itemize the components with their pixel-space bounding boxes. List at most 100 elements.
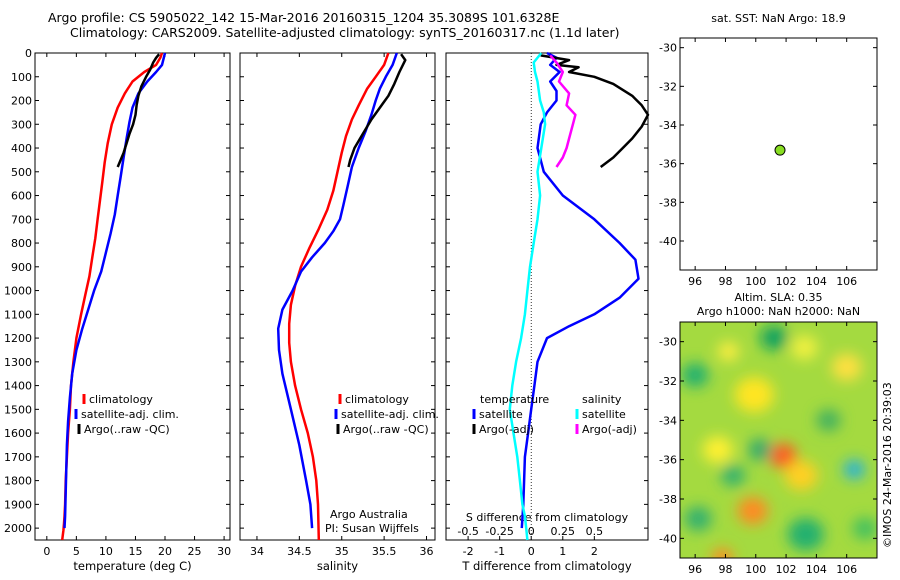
temp-series-sat — [63, 52, 167, 529]
diff-legend-salinity-title: salinity — [582, 393, 622, 406]
temp-xtick-label: 30 — [217, 545, 231, 558]
map2-blobs — [681, 325, 877, 558]
diff-xlabel: T difference from climatology — [461, 559, 632, 573]
temp-axes-frame — [34, 52, 231, 541]
temp-series-argo — [116, 53, 161, 168]
temp-xtick-label: 5 — [73, 545, 80, 558]
depth-tick-label: 300 — [11, 118, 32, 131]
sla-anomaly-blob — [852, 517, 877, 540]
temp-legend-clim: climatology — [89, 393, 153, 406]
diff-series-s_argo — [549, 54, 577, 168]
diff-legend-temperature-title: temperature — [480, 393, 549, 406]
map1-xtick-label: 100 — [745, 275, 766, 288]
diff-legend-s-argo: Argo(-adj) — [582, 423, 637, 436]
depth-tick-label: 1800 — [4, 475, 32, 488]
map2-ytick-label: -38 — [659, 493, 677, 506]
map2-xtick-label: 100 — [745, 563, 766, 576]
depth-tick-label: 2000 — [4, 522, 32, 535]
sal-xtick-label: 35.5 — [372, 545, 397, 558]
sla-anomaly-blob — [843, 459, 865, 480]
map1-xtick-label: 106 — [836, 275, 857, 288]
argo-position-marker — [774, 144, 786, 156]
sal-annotation-institution: Argo Australia — [330, 508, 408, 521]
depth-tick-label: 900 — [11, 261, 32, 274]
depth-tick-label: 400 — [11, 142, 32, 155]
temp-xtick-label: 20 — [158, 545, 172, 558]
sal-series-argo — [347, 53, 407, 168]
temp-xtick-label: 15 — [128, 545, 142, 558]
sal-xlabel: salinity — [317, 559, 358, 573]
sla-anomaly-blob — [711, 548, 734, 558]
temp-legend-sat: satellite-adj. clim. — [81, 408, 179, 421]
sla-anomaly-blob — [684, 506, 712, 531]
sla-map-panel: 96 98 100 102 104 106 -30 -32 -34 -36 -38 -40 Altim.… — [659, 291, 878, 576]
depth-tick-label: 1400 — [4, 380, 32, 393]
depth-tick-label: 200 — [11, 95, 32, 108]
temp-xlabel: temperature (deg C) — [73, 559, 191, 573]
depth-tick-label: 100 — [11, 71, 32, 84]
temperature-panel: 0 5 10 15 20 25 300100200300400500600700800900… — [4, 47, 231, 573]
sla-anomaly-blob — [717, 341, 740, 362]
map2-axes-frame — [679, 321, 878, 559]
diff-s-tick-label: 0.5 — [586, 525, 604, 538]
temp-series-clim — [60, 52, 164, 541]
diff-legend-t-argo: Argo(-adj) — [479, 423, 534, 436]
diff-s-tick-label: 0 — [528, 525, 535, 538]
diff-s-tick-label: 0.25 — [551, 525, 576, 538]
map2-title-line2: Argo h1000: NaN h2000: NaN — [697, 305, 860, 318]
sla-anomaly-blob — [831, 353, 862, 381]
sal-series-sat — [276, 52, 398, 529]
depth-tick-label: 1700 — [4, 451, 32, 464]
depth-tick-label: 1000 — [4, 285, 32, 298]
sal-xtick-label: 36 — [420, 545, 434, 558]
map2-field — [680, 322, 877, 558]
diff-xtick-label: 0 — [528, 545, 535, 558]
map1-xtick-label: 98 — [718, 275, 732, 288]
map2-ytick-label: -32 — [659, 375, 677, 388]
credit-label: ©IMOS 24-Mar-2016 20:39:03 — [881, 382, 894, 548]
map2-ytick-label: -34 — [659, 414, 677, 427]
sal-legend-clim: climatology — [345, 393, 409, 406]
sal-xtick-label: 34.5 — [287, 545, 312, 558]
temp-xtick-label: 0 — [43, 545, 50, 558]
diff-xtick-label: 2 — [591, 545, 598, 558]
sla-anomaly-blob — [769, 443, 797, 469]
diff-s-tick-label: -0.5 — [457, 525, 478, 538]
sal-annotation-pi: PI: Susan Wijffels — [325, 522, 419, 535]
map2-ytick-label: -30 — [659, 336, 677, 349]
map1-ytick-label: -38 — [659, 196, 677, 209]
map1-xtick-label: 104 — [806, 275, 827, 288]
map2-ytick-label: -36 — [659, 454, 677, 467]
map2-xtick-label: 102 — [776, 563, 797, 576]
sla-anomaly-blob — [816, 409, 841, 432]
temp-xtick-label: 25 — [188, 545, 202, 558]
depth-tick-label: 1300 — [4, 356, 32, 369]
depth-tick-label: 600 — [11, 190, 32, 203]
depth-tick-label: 500 — [11, 166, 32, 179]
sla-anomaly-blob — [681, 362, 709, 388]
sla-anomaly-blob — [760, 325, 788, 351]
map2-xtick-label: 104 — [806, 563, 827, 576]
sla-anomaly-blob — [748, 438, 773, 461]
salinity-panel: 34 34.5 35 35.5 36 salinity climatology satelli… — [239, 52, 439, 573]
depth-tick-label: 800 — [11, 237, 32, 250]
sal-legend-argo: Argo(..raw -QC) — [343, 423, 429, 436]
sla-anomaly-blob — [737, 497, 768, 525]
title-line1: Argo profile: CS 5905022_142 15-Mar-2016… — [48, 10, 559, 25]
sst-map-panel: 96 98 100 102 104 106 -30 -32 -34 -36 -38 -40 sat. S… — [659, 12, 878, 288]
sal-xtick-label: 35 — [335, 545, 349, 558]
title-line2: Climatology: CARS2009. Satellite-adjuste… — [70, 25, 620, 40]
map1-xtick-label: 96 — [688, 275, 702, 288]
map1-ytick-label: -32 — [659, 80, 677, 93]
diff-xtick-label: 1 — [559, 545, 566, 558]
diff-series-sat — [520, 51, 640, 529]
depth-tick-label: 1200 — [4, 332, 32, 345]
map2-ytick-label: -40 — [659, 532, 677, 545]
diff-legend-s-sat: satellite — [582, 408, 626, 421]
map1-xtick-label: 102 — [776, 275, 797, 288]
sal-xtick-label: 34 — [250, 545, 264, 558]
sla-anomaly-blob — [720, 464, 746, 487]
map2-xtick-label: 106 — [836, 563, 857, 576]
map1-title: sat. SST: NaN Argo: 18.9 — [711, 12, 845, 25]
